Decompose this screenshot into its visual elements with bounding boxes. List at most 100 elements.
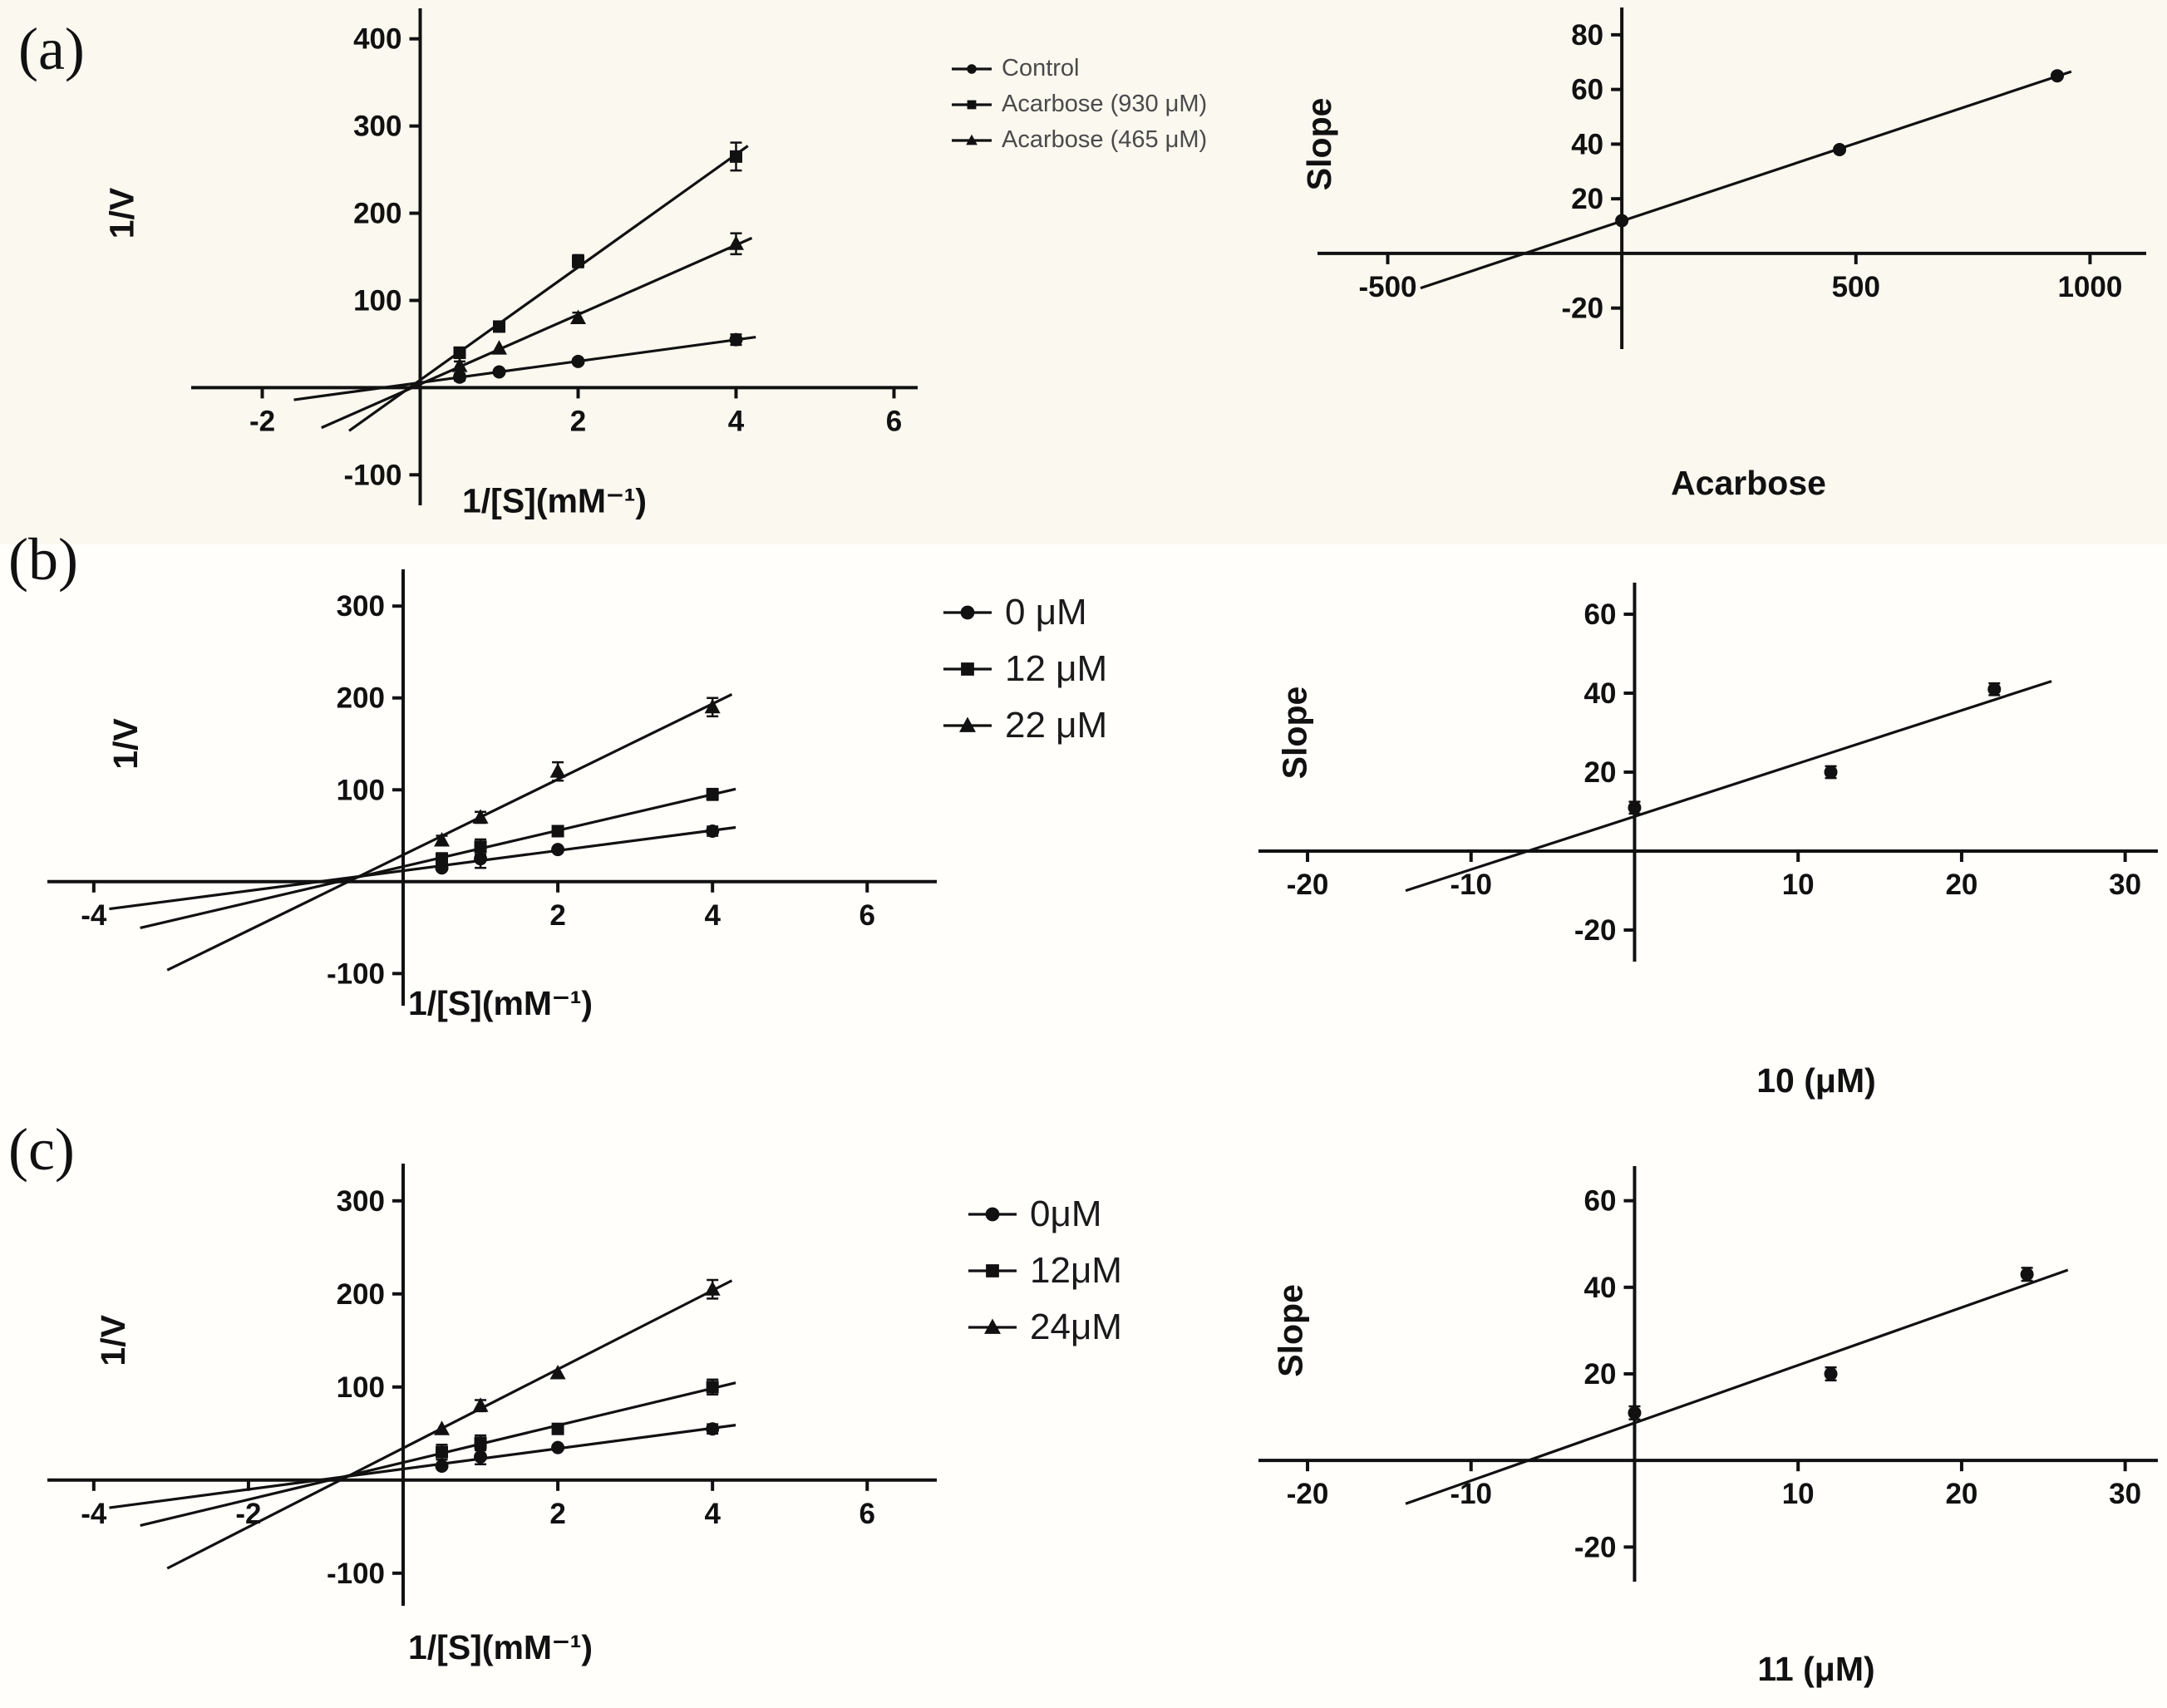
y-tick-label: 200 (337, 1278, 385, 1311)
y-tick-label: 100 (337, 774, 385, 806)
legend-item: 0μM (968, 1194, 1122, 1235)
fit-line (1420, 70, 2072, 290)
series-12μM (140, 1378, 736, 1528)
y-tick-label: 60 (1584, 598, 1617, 631)
x-axis-label: 1/[S](mM⁻¹) (408, 984, 593, 1022)
circle-marker-icon (2020, 1267, 2034, 1282)
triangle-marker-icon (434, 1420, 451, 1435)
lineweaver-burk-chart-c: -4 -2 2 4 6 -100 100 200 300 1/[S](mM⁻¹) 1/V (37, 1143, 943, 1696)
y-axis-label: 1/V (106, 718, 145, 770)
square-marker-icon (453, 346, 466, 359)
lineweaver-burk-chart-b: -4 2 4 6 -100 100 200 300 1/[S](mM⁻¹) 1/V (37, 549, 943, 1080)
legend-label: 0 μM (1005, 592, 1087, 633)
y-tick-label: 100 (353, 284, 401, 317)
lineweaver-burk-chart-a: -2 2 4 6 -100 100 200 300 400 1/[S](mM⁻¹) 1/V (83, 4, 923, 536)
panel-label-c: (c) (8, 1116, 75, 1183)
square-marker-icon (551, 824, 564, 838)
y-axis-label: Slope (1271, 1284, 1309, 1377)
y-tick-label: -20 (1574, 914, 1617, 947)
y-tick-label: 60 (1571, 74, 1603, 106)
circle-marker-icon (551, 1440, 565, 1455)
square-marker-icon (474, 1436, 487, 1450)
circle-legend-marker-icon (968, 1207, 1017, 1222)
square-marker-icon (572, 254, 584, 268)
slope-replot-chart-c: -20 -10 10 20 30 -20 20 40 60 11 (μM) Slope (1230, 1159, 2161, 1708)
y-tick-label: 40 (1584, 677, 1617, 710)
y-tick-label: 20 (1584, 756, 1617, 789)
triangle-legend-marker-icon (952, 134, 992, 145)
y-tick-label: 20 (1584, 1358, 1617, 1391)
circle-marker-icon (474, 1450, 488, 1464)
square-legend-marker-icon (968, 1264, 1017, 1277)
triangle-marker-icon (570, 309, 586, 324)
circle-marker-icon (474, 852, 488, 866)
legend-label: Acarbose (930 μM) (1002, 91, 1208, 117)
square-marker-icon (986, 1264, 999, 1277)
circle-marker-icon (435, 1459, 449, 1473)
triangle-legend-marker-icon (968, 1318, 1017, 1334)
fit-line (109, 1424, 736, 1509)
a-right-plot: -500 500 1000 -20 20 40 60 80 Acarbose Slope (1300, 7, 2146, 502)
legend-item: 12 μM (943, 648, 1107, 690)
x-tick-label: 2 (549, 1498, 565, 1530)
triangle-marker-icon (549, 763, 566, 778)
square-marker-icon (706, 788, 719, 801)
series-22 μM (166, 692, 733, 972)
square-legend-marker-icon (943, 662, 992, 676)
x-tick-label: 4 (728, 405, 745, 437)
slope-replot-chart-a: -500 500 1000 -20 20 40 60 80 Acarbose Slope (1293, 4, 2161, 549)
y-tick-label: -20 (1574, 1531, 1617, 1563)
circle-marker-icon (729, 332, 743, 347)
series-Slope replot (1420, 69, 2072, 290)
triangle-marker-icon (704, 698, 721, 714)
y-tick-label: 200 (337, 682, 385, 715)
circle-marker-icon (1824, 765, 1838, 779)
legend-label: Acarbose (465 μM) (1002, 126, 1208, 153)
square-marker-icon (730, 150, 742, 163)
panel-label-b: (b) (8, 526, 78, 593)
square-marker-icon (493, 320, 505, 333)
legend-item: 12μM (968, 1250, 1122, 1292)
y-tick-label: 20 (1571, 183, 1603, 215)
y-tick-label: -100 (343, 459, 401, 491)
c-right-plot: -20 -10 10 20 30 -20 20 40 60 11 (μM) Slope (1258, 1166, 2158, 1688)
series-Slope replot (1405, 680, 2052, 893)
circle-marker-icon (706, 1422, 720, 1436)
x-tick-label: 2 (570, 405, 586, 437)
circle-marker-icon (2050, 69, 2064, 83)
y-tick-label: 300 (337, 1185, 385, 1218)
x-tick-label: -20 (1287, 869, 1329, 901)
slope-replot-chart-b: -20 -10 10 20 30 -20 20 40 60 10 (μM) Slope (1230, 578, 2161, 1114)
circle-marker-icon (1833, 142, 1847, 156)
fit-line (166, 1279, 733, 1570)
y-axis-label: 1/V (94, 1314, 132, 1366)
square-legend-marker-icon (952, 100, 992, 109)
legend-label: 24μM (1030, 1307, 1122, 1347)
series-12 μM (140, 787, 736, 929)
triangle-marker-icon (472, 809, 489, 824)
legend-item: Control (952, 55, 1207, 82)
triangle-marker-icon (472, 1397, 489, 1412)
fit-line (166, 692, 733, 972)
legend-item: 24μM (968, 1307, 1122, 1348)
square-marker-icon (474, 840, 487, 854)
y-tick-label: -100 (327, 957, 385, 990)
circle-marker-icon (1824, 1367, 1838, 1381)
circle-marker-icon (960, 605, 975, 620)
circle-legend-marker-icon (943, 605, 992, 620)
series-Acarbose (465 μM) (321, 232, 753, 430)
triangle-marker-icon (728, 235, 744, 250)
x-axis-label: 11 (μM) (1757, 1650, 1874, 1688)
triangle-marker-icon (966, 134, 978, 145)
x-axis-label: 1/[S](mM⁻¹) (408, 1628, 593, 1666)
triangle-marker-icon (549, 1365, 566, 1380)
x-axis-label: 10 (μM) (1756, 1061, 1876, 1100)
a-left-plot: -2 2 4 6 -100 100 200 300 400 1/[S](mM⁻¹) 1/V (103, 8, 918, 519)
y-tick-label: 40 (1584, 1272, 1617, 1304)
legend-label: Control (1002, 55, 1080, 81)
triangle-marker-icon (491, 340, 507, 355)
fit-line (348, 145, 749, 432)
triangle-legend-marker-icon (943, 716, 992, 732)
x-tick-label: -4 (81, 899, 107, 932)
